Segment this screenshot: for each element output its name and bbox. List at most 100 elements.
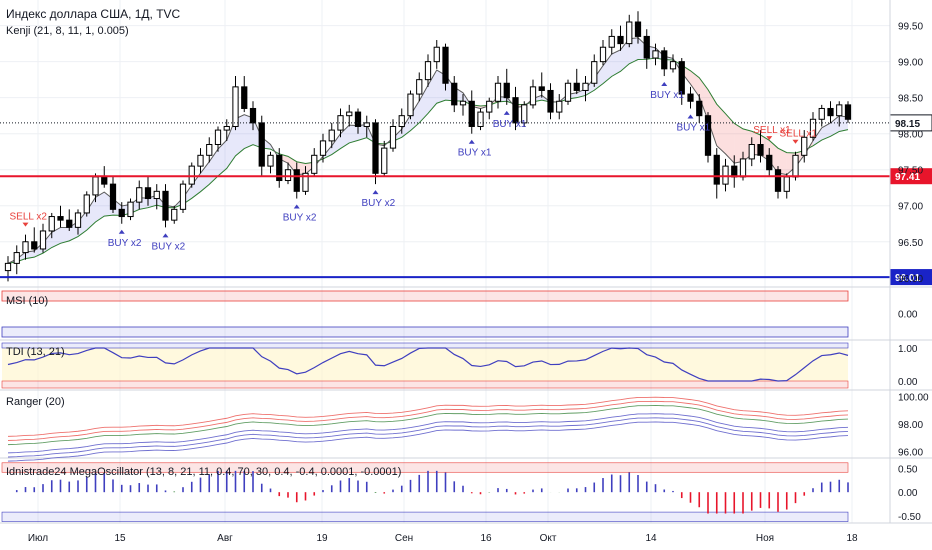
slow-ma-line [7, 57, 849, 264]
candle [801, 130, 808, 163]
msi-upper-zone [1, 290, 849, 302]
candle-body [591, 61, 598, 84]
candle [626, 14, 633, 48]
indicator-band-segment [716, 104, 726, 154]
indicator-band-segment [191, 173, 201, 199]
indicator-band-segment [620, 38, 630, 72]
candle [416, 72, 423, 102]
mega-upper-zone [1, 462, 849, 473]
candle-body [669, 61, 677, 70]
candle-body [722, 165, 729, 185]
buy-signal-label: BUY x2 [362, 198, 396, 209]
candle-body [643, 35, 650, 59]
candle [337, 108, 344, 138]
candle-body [57, 216, 64, 221]
candle-body [739, 158, 747, 178]
candle-body [372, 122, 379, 174]
msi-label: MSI (10) [6, 295, 48, 307]
candle [319, 133, 327, 163]
indicator-band-segment [358, 124, 367, 141]
indicator-band-segment [708, 89, 717, 146]
ranger-tick: 98.00 [898, 420, 923, 431]
candle-body [109, 183, 117, 210]
candle [634, 11, 642, 44]
candle-body [442, 46, 449, 84]
indicator-band-segment [428, 70, 437, 114]
candle [468, 90, 475, 134]
candle [354, 108, 362, 134]
candle [591, 54, 598, 87]
time-tick-label: Июл [28, 533, 48, 544]
indicator-band-segment [218, 140, 227, 177]
candle [144, 176, 152, 206]
candle-body [468, 100, 475, 127]
candle-body [713, 154, 720, 185]
candle [486, 97, 493, 120]
candle-body [188, 165, 195, 185]
candle [162, 184, 169, 228]
candle [766, 148, 773, 177]
candle-body [223, 125, 230, 131]
candle [748, 137, 755, 167]
candle [617, 25, 624, 51]
time-tick-label: Окт [540, 533, 557, 544]
chart-title: Индекс доллара США, 1Д, TVC [6, 7, 181, 21]
candle-body [451, 82, 458, 106]
indicator-band-segment [60, 227, 70, 244]
ranger-band-line [7, 396, 849, 437]
candle-body [66, 219, 73, 228]
candle-body [494, 82, 502, 102]
sell-signal-label: SELL x2 [10, 212, 48, 223]
candle-body [836, 104, 843, 117]
candle [424, 54, 432, 87]
candle-body [206, 144, 213, 156]
candle-body [276, 154, 283, 182]
candle [267, 151, 274, 174]
time-tick-label: 19 [316, 533, 328, 544]
buy-signal-label: BUY x1 [458, 148, 492, 159]
candle [696, 94, 703, 123]
candle-body [153, 190, 160, 200]
buy-signal-label: BUY x2 [108, 238, 142, 249]
candle [836, 101, 843, 127]
candle-body [389, 125, 397, 149]
candle [171, 205, 178, 224]
candle [232, 76, 239, 131]
candle [109, 176, 117, 213]
candle [66, 209, 73, 231]
mega-label: Idnistrade24 MegaOscillator (13, 8, 21, … [6, 466, 401, 478]
tdi-upper-zone [1, 342, 849, 349]
candle-body [582, 82, 589, 91]
price-tick-label: 98.50 [898, 94, 923, 105]
tdi-label: TDI (13, 21) [6, 346, 65, 358]
candle [398, 108, 405, 134]
candle-body [48, 216, 55, 232]
candle-body [214, 129, 222, 145]
candle [713, 148, 720, 199]
candle-body [284, 169, 292, 182]
time-tick-label: 18 [846, 533, 858, 544]
candle-body [661, 50, 668, 70]
price-tick-label: 96.00 [898, 274, 923, 285]
indicator-band-segment [86, 197, 96, 231]
buy-arrow-icon [162, 233, 169, 238]
candle [564, 79, 572, 105]
candle [687, 86, 694, 109]
candle [477, 108, 484, 131]
candle-body [4, 262, 12, 272]
sell-arrow-icon [792, 139, 799, 144]
buy-signal-label: BUY x2 [152, 241, 186, 252]
buy-signal-label: BUY x2 [283, 213, 317, 224]
candle [573, 68, 580, 95]
candle-body [39, 230, 47, 250]
candle-body [809, 118, 817, 138]
candle [127, 198, 134, 221]
buy-signal-label: BUY x1 [677, 122, 711, 133]
sell-signal-label: SELL x1 [753, 125, 791, 136]
candle [22, 234, 29, 260]
candle-body [704, 115, 712, 156]
candle-body [337, 115, 344, 131]
candle-body [573, 82, 580, 91]
candle-body [757, 144, 764, 156]
